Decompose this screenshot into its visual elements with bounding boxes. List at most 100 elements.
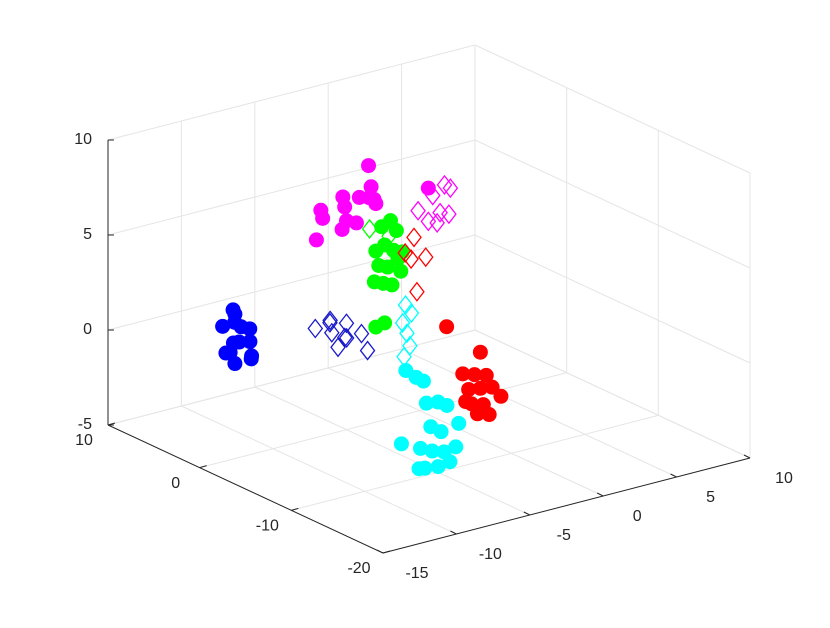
point xyxy=(308,232,324,248)
point xyxy=(451,415,467,431)
point xyxy=(448,439,464,455)
y-tick-label: 10 xyxy=(75,432,93,449)
diamond-point xyxy=(361,218,378,239)
point xyxy=(242,321,258,337)
point xyxy=(390,251,406,267)
diamond-point xyxy=(409,281,425,302)
diamond-point xyxy=(417,247,434,268)
point xyxy=(418,395,434,411)
diamond-point xyxy=(323,322,340,343)
grid-line xyxy=(107,44,476,141)
diamond-point xyxy=(441,204,457,225)
diamond-point xyxy=(406,227,422,248)
point xyxy=(424,443,440,459)
diamond-point xyxy=(394,312,411,333)
diamond-point xyxy=(436,174,453,195)
diamond-point xyxy=(442,178,459,199)
diamond-point xyxy=(338,313,355,334)
point xyxy=(433,424,449,440)
point xyxy=(227,314,243,330)
point xyxy=(469,406,485,422)
x-tick-label: -5 xyxy=(557,527,571,544)
x-tick-label: -10 xyxy=(479,546,502,563)
point xyxy=(377,315,393,331)
point xyxy=(227,356,243,372)
grid-line xyxy=(327,367,604,497)
point xyxy=(442,454,458,470)
grid-line xyxy=(474,44,751,174)
grid-line xyxy=(474,139,751,269)
tick-mark xyxy=(199,465,207,469)
diamond-point xyxy=(429,212,445,233)
point xyxy=(439,319,455,335)
x-axis xyxy=(382,457,751,554)
grid-line xyxy=(107,329,476,426)
y-tick-label: -10 xyxy=(256,518,279,535)
z-tick-label: 0 xyxy=(83,321,92,338)
diamond-point xyxy=(322,310,338,331)
tick-mark xyxy=(523,511,531,516)
tick-mark xyxy=(596,492,604,497)
point xyxy=(472,344,488,360)
diamond-point xyxy=(424,185,441,206)
x-tick-label: -15 xyxy=(405,565,428,582)
point xyxy=(430,459,446,475)
grid-line xyxy=(199,372,567,469)
point xyxy=(455,366,471,382)
diamond-point xyxy=(381,226,397,247)
y-tick-label: -20 xyxy=(347,560,370,577)
point xyxy=(493,388,509,404)
point xyxy=(243,351,259,367)
y-tick-label: 0 xyxy=(171,475,180,492)
grid-line xyxy=(107,139,476,236)
diamond-point xyxy=(353,323,370,344)
y-axis xyxy=(107,424,384,554)
point xyxy=(415,373,431,389)
diamond-point xyxy=(399,323,415,344)
grid-line xyxy=(291,414,659,511)
diamond-point xyxy=(397,242,414,264)
point xyxy=(413,440,429,456)
point xyxy=(481,407,497,423)
point xyxy=(411,461,427,477)
point xyxy=(439,397,455,413)
grid-line xyxy=(181,405,457,535)
point xyxy=(313,202,329,218)
point xyxy=(361,158,377,174)
point xyxy=(478,367,494,383)
grid-line xyxy=(107,234,476,331)
z-tick-label: 10 xyxy=(74,131,92,148)
z-tick-label: -5 xyxy=(78,416,92,433)
tick-mark xyxy=(743,454,751,459)
point xyxy=(458,394,474,410)
point xyxy=(334,221,350,237)
x-tick-label: 0 xyxy=(633,508,642,525)
diamond-point xyxy=(432,202,448,223)
point xyxy=(215,318,231,334)
point xyxy=(384,277,400,293)
diamond-point xyxy=(322,312,338,333)
tick-mark xyxy=(291,507,299,511)
z-tick-label: 5 xyxy=(83,226,92,243)
point xyxy=(388,223,404,239)
diamond-point xyxy=(336,327,353,348)
tick-mark xyxy=(107,422,116,426)
point xyxy=(393,263,409,279)
diamond-point xyxy=(359,340,376,361)
diamond-point xyxy=(403,303,420,324)
x-tick-label: 10 xyxy=(775,470,793,487)
tick-mark xyxy=(450,530,457,535)
grid-line xyxy=(401,348,677,478)
diamond-point xyxy=(403,248,419,270)
diamond-point xyxy=(410,200,426,221)
point xyxy=(393,436,409,452)
tick-mark xyxy=(670,473,677,478)
grid-line xyxy=(254,386,531,516)
point xyxy=(363,179,379,195)
point xyxy=(420,180,436,196)
point xyxy=(467,367,483,383)
point xyxy=(231,334,247,350)
tick-mark xyxy=(382,550,391,554)
x-tick-label: 5 xyxy=(706,489,715,506)
point xyxy=(380,259,396,275)
